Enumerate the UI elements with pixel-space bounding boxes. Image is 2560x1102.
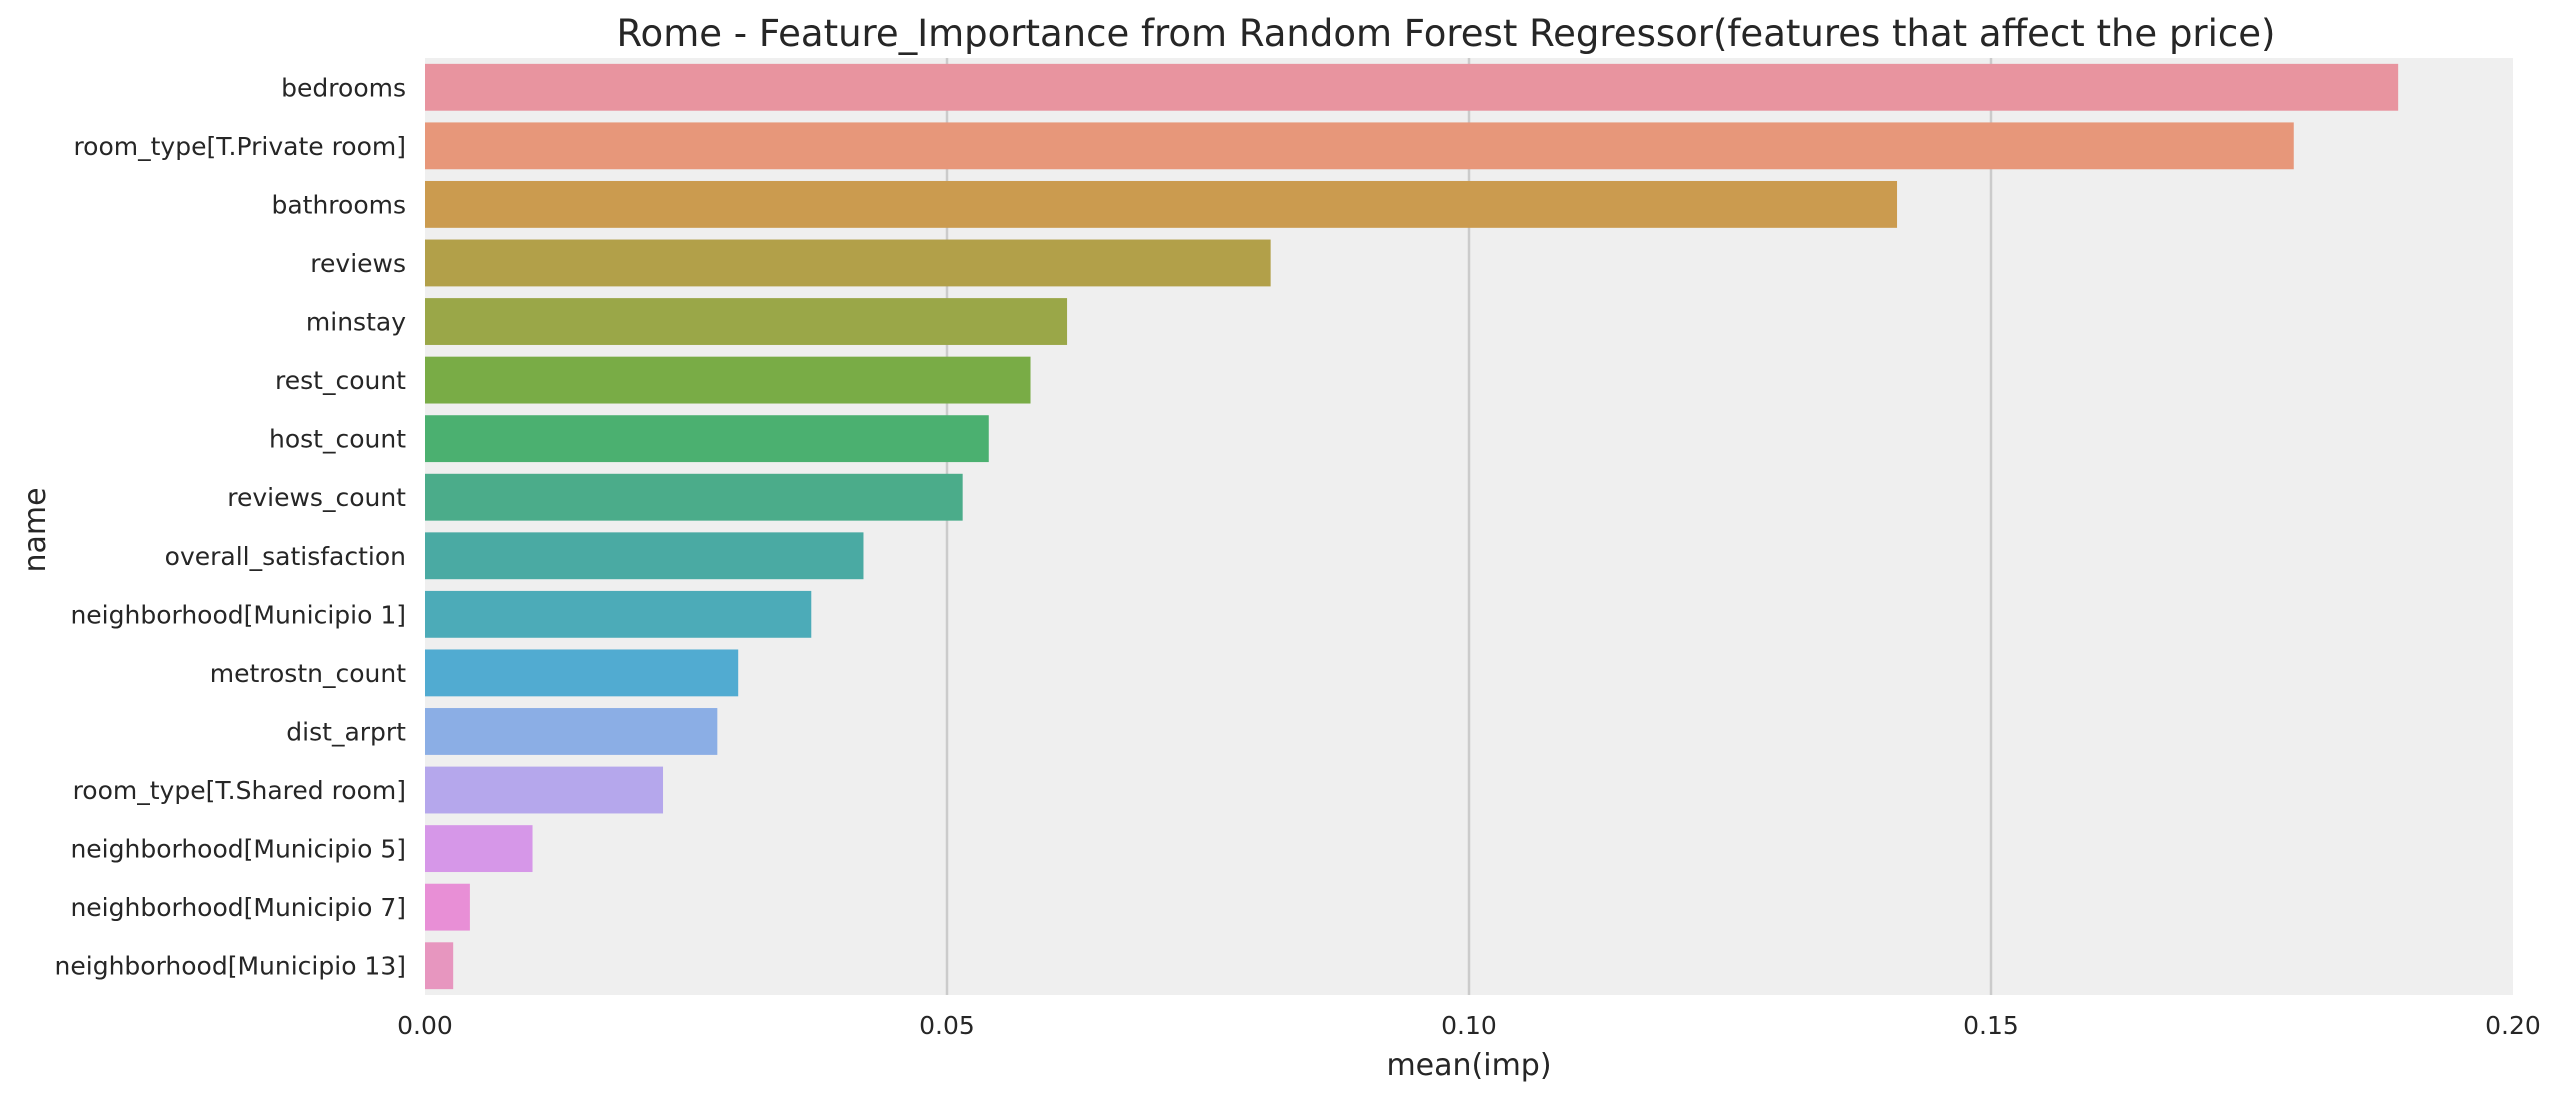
category-label: minstay [306,308,406,337]
category-label: rest_count [275,366,406,395]
category-label: reviews [310,249,406,278]
category-label: room_type[T.Shared room] [73,776,406,805]
bar-12 [425,766,664,814]
x-tick-label: 0.15 [1963,1011,2019,1040]
category-label: bedrooms [281,73,406,102]
x-tick-label: 0.05 [919,1011,975,1040]
bar-15 [425,942,454,990]
bar-7 [425,473,963,521]
bar-5 [425,356,1031,404]
chart-title: Rome - Feature_Importance from Random Fo… [617,12,2276,55]
bar-3 [425,239,1271,287]
y-axis-label: name [18,487,53,572]
x-tick-label: 0.20 [2485,1011,2541,1040]
category-label: dist_arprt [286,717,406,746]
x-tick-labels: 0.00 0.05 0.10 0.15 0.20 [397,1011,2541,1040]
bar-6 [425,415,989,463]
x-tick-label: 0.00 [397,1011,453,1040]
bar-13 [425,825,533,873]
category-label: reviews_count [227,483,406,512]
category-label: neighborhood[Municipio 13] [55,952,406,981]
bar-2 [425,180,1898,228]
bar-1 [425,122,2294,170]
x-axis-label: mean(imp) [1386,1048,1551,1083]
bar-10 [425,649,739,697]
x-tick-label: 0.10 [1441,1011,1497,1040]
category-label: neighborhood[Municipio 5] [70,835,406,864]
category-label: overall_satisfaction [165,542,406,571]
category-label: host_count [269,425,406,454]
category-label: metrostn_count [210,659,406,688]
category-label: neighborhood[Municipio 1] [70,600,406,629]
bar-0 [425,63,2399,111]
bar-11 [425,708,718,755]
category-label: room_type[T.Private room] [73,132,406,161]
bar-8 [425,532,864,580]
bar-9 [425,590,812,638]
bar-14 [425,883,470,931]
category-label: bathrooms [271,190,406,219]
bars [425,63,2399,990]
category-label: neighborhood[Municipio 7] [70,893,406,922]
bar-4 [425,298,1068,345]
category-labels: bedrooms room_type[T.Private room] bathroo… [55,73,407,980]
